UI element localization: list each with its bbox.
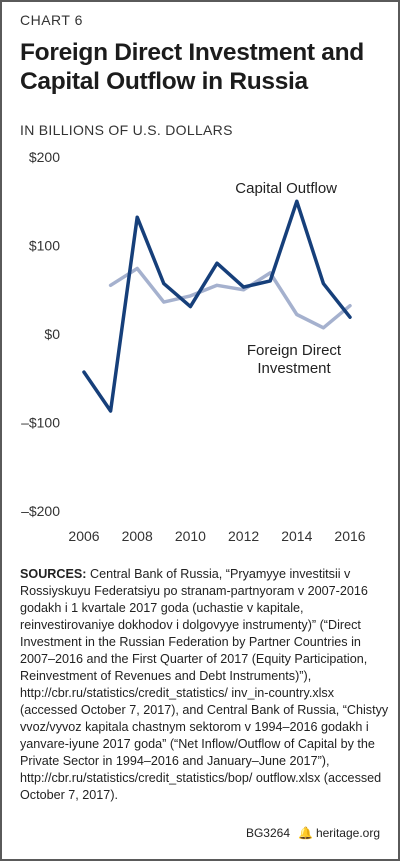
capital-outflow-label: Capital Outflow <box>235 180 337 197</box>
x-tick-label: 2006 <box>68 528 99 544</box>
fdi-line <box>108 266 352 330</box>
y-tick-label: –$100 <box>21 415 60 431</box>
fdi-label-line2: Investment <box>257 360 331 377</box>
line-chart: $200 $100 $0 –$100 –$200 2006 2008 2010 2012 201… <box>21 149 366 544</box>
y-axis-ticks: $200 $100 $0 –$100 –$200 <box>21 149 60 519</box>
sources-heading: SOURCES: <box>20 567 87 581</box>
sources-note: SOURCES: Central Bank of Russia, “Pryamy… <box>20 566 392 804</box>
x-tick-label: 2014 <box>281 528 312 544</box>
x-tick-label: 2012 <box>228 528 259 544</box>
site-link[interactable]: heritage.org <box>315 826 380 840</box>
sources-text: Central Bank of Russia, “Pryamyye invest… <box>20 567 389 802</box>
series-lines <box>82 199 352 413</box>
chart-subtitle: IN BILLIONS OF U.S. DOLLARS <box>20 122 233 138</box>
fdi-label-line1: Foreign Direct <box>247 342 342 359</box>
y-tick-label: –$200 <box>21 503 60 519</box>
capital-outflow-line <box>82 199 352 413</box>
x-axis-ticks: 2006 2008 2010 2012 2014 2016 <box>68 528 365 544</box>
chart-title: Foreign Direct Investment and Capital Ou… <box>20 39 364 95</box>
x-tick-label: 2010 <box>175 528 206 544</box>
y-tick-label: $200 <box>29 149 60 165</box>
y-tick-label: $100 <box>29 238 60 254</box>
report-code: BG3264 <box>245 826 290 840</box>
y-tick-label: $0 <box>44 326 60 342</box>
footer: BG3264 🔔 heritage.org <box>246 826 380 840</box>
x-tick-label: 2008 <box>122 528 153 544</box>
bell-icon: 🔔 <box>298 826 313 840</box>
chart-number-label: CHART 6 <box>20 12 83 28</box>
x-tick-label: 2016 <box>334 528 365 544</box>
